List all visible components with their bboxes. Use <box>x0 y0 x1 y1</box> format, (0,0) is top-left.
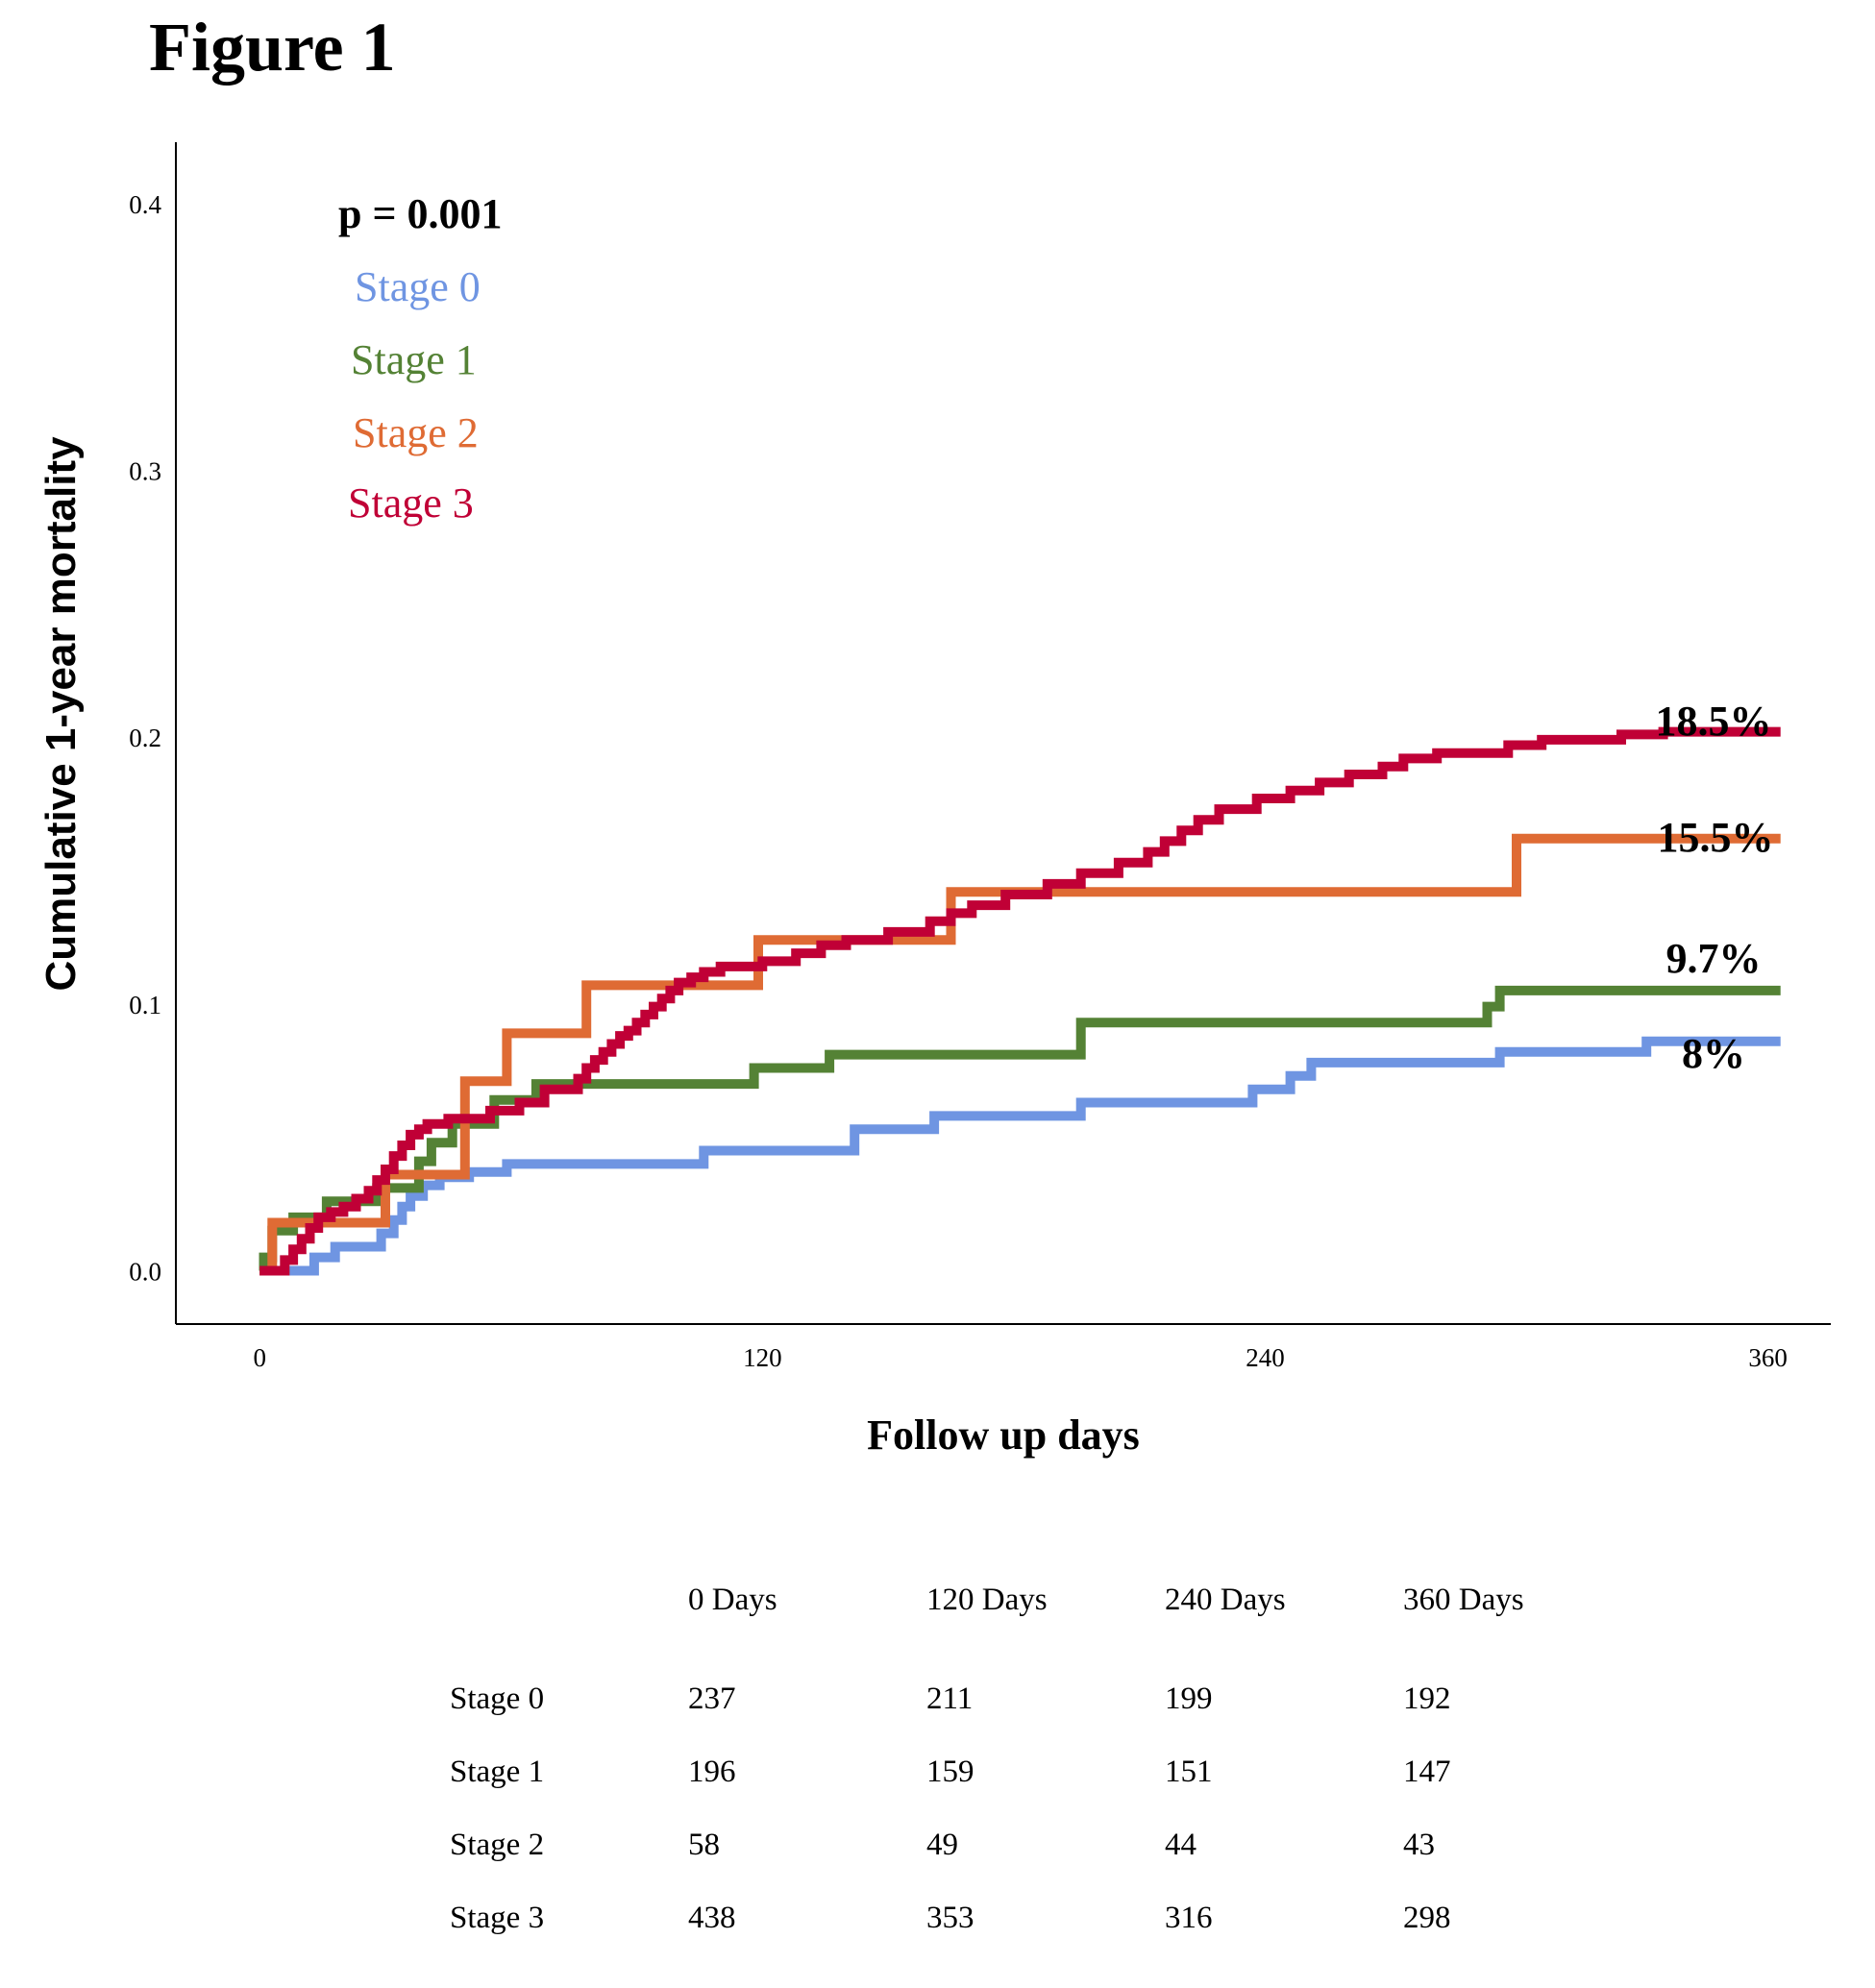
risk-table-cell: 298 <box>1403 1900 1451 1935</box>
legend-entry: Stage 2 <box>353 409 479 456</box>
risk-table-header: 120 Days <box>926 1582 1048 1617</box>
y-tick-label: 0.3 <box>129 457 161 486</box>
p-value-annotation: p = 0.001 <box>338 190 503 237</box>
risk-table-cell: 211 <box>926 1681 974 1716</box>
y-tick-label: 0.1 <box>129 991 161 1019</box>
y-tick-label: 0.0 <box>129 1257 161 1286</box>
risk-table-cell: 147 <box>1403 1754 1451 1789</box>
risk-table-header-row: 0 Days 120 Days 240 Days 360 Days <box>450 1557 1576 1643</box>
risk-table-corner <box>450 1557 688 1643</box>
risk-table-cell: 438 <box>688 1900 736 1935</box>
risk-table-cell: 151 <box>1165 1754 1213 1789</box>
x-tick-label: 0 <box>253 1343 266 1372</box>
risk-table-row-label: Stage 0 <box>450 1681 545 1716</box>
figure-title: Figure 1 <box>149 9 396 86</box>
chart-axes: 0.0 0.1 0.2 0.3 0.4 0 120 240 360 Follow up days C… <box>37 142 1831 1459</box>
x-tick-label: 360 <box>1748 1343 1788 1372</box>
y-axis-label: Cumulative 1-year mortality <box>37 436 85 992</box>
legend-entry: Stage 3 <box>348 479 474 527</box>
risk-table-header: 240 Days <box>1165 1582 1286 1617</box>
risk-table-row: Stage 3 438 353 316 298 <box>450 1881 1576 1954</box>
end-value-label: 9.7% <box>1666 935 1762 982</box>
x-axis-label: Follow up days <box>867 1411 1140 1459</box>
chart-series <box>259 726 1781 1276</box>
risk-table-cell: 159 <box>926 1754 975 1789</box>
risk-table-row-label: Stage 3 <box>450 1900 545 1935</box>
series-line-stage-1 <box>259 985 1781 1276</box>
x-tick-label: 240 <box>1246 1343 1285 1372</box>
risk-table-header: 0 Days <box>688 1582 777 1617</box>
risk-table-row-label: Stage 1 <box>450 1754 545 1789</box>
risk-table-cell: 196 <box>688 1754 736 1789</box>
risk-table-cell: 237 <box>688 1681 736 1716</box>
risk-table-row: Stage 1 196 159 151 147 <box>450 1735 1576 1808</box>
risk-table-cell: 353 <box>926 1900 975 1935</box>
number-at-risk-table: 0 Days 120 Days 240 Days 360 Days Stage … <box>450 1557 1576 1954</box>
risk-table-row: Stage 0 237 211 199 192 <box>450 1662 1576 1735</box>
end-value-label: 18.5% <box>1656 698 1772 745</box>
series-line-stage-0 <box>259 1036 1781 1276</box>
legend-entry: Stage 0 <box>355 263 481 310</box>
y-tick-label: 0.4 <box>129 190 161 219</box>
risk-table-row-label: Stage 2 <box>450 1827 545 1862</box>
series-line-stage-3 <box>259 726 1781 1276</box>
risk-table-row: Stage 2 58 49 44 43 <box>450 1808 1576 1881</box>
end-value-label: 8% <box>1682 1030 1745 1077</box>
x-tick-label: 120 <box>743 1343 782 1372</box>
end-value-label: 15.5% <box>1658 814 1774 861</box>
risk-table-cell: 49 <box>926 1827 958 1862</box>
chart-labels: p = 0.001 Stage 0 Stage 1 Stage 2 Stage 3 8% 9… <box>338 190 1774 1077</box>
legend-entry: Stage 1 <box>351 336 477 383</box>
risk-table-header: 360 Days <box>1403 1582 1524 1617</box>
risk-table-cell: 192 <box>1403 1681 1451 1716</box>
y-tick-label: 0.2 <box>129 724 161 752</box>
risk-table-cell: 43 <box>1403 1827 1435 1862</box>
risk-table-cell: 316 <box>1165 1900 1213 1935</box>
risk-table-cell: 199 <box>1165 1681 1213 1716</box>
km-chart: 0.0 0.1 0.2 0.3 0.4 0 120 240 360 Follow up days C… <box>37 142 1831 1459</box>
risk-table-cell: 44 <box>1165 1827 1197 1862</box>
risk-table-cell: 58 <box>688 1827 720 1862</box>
